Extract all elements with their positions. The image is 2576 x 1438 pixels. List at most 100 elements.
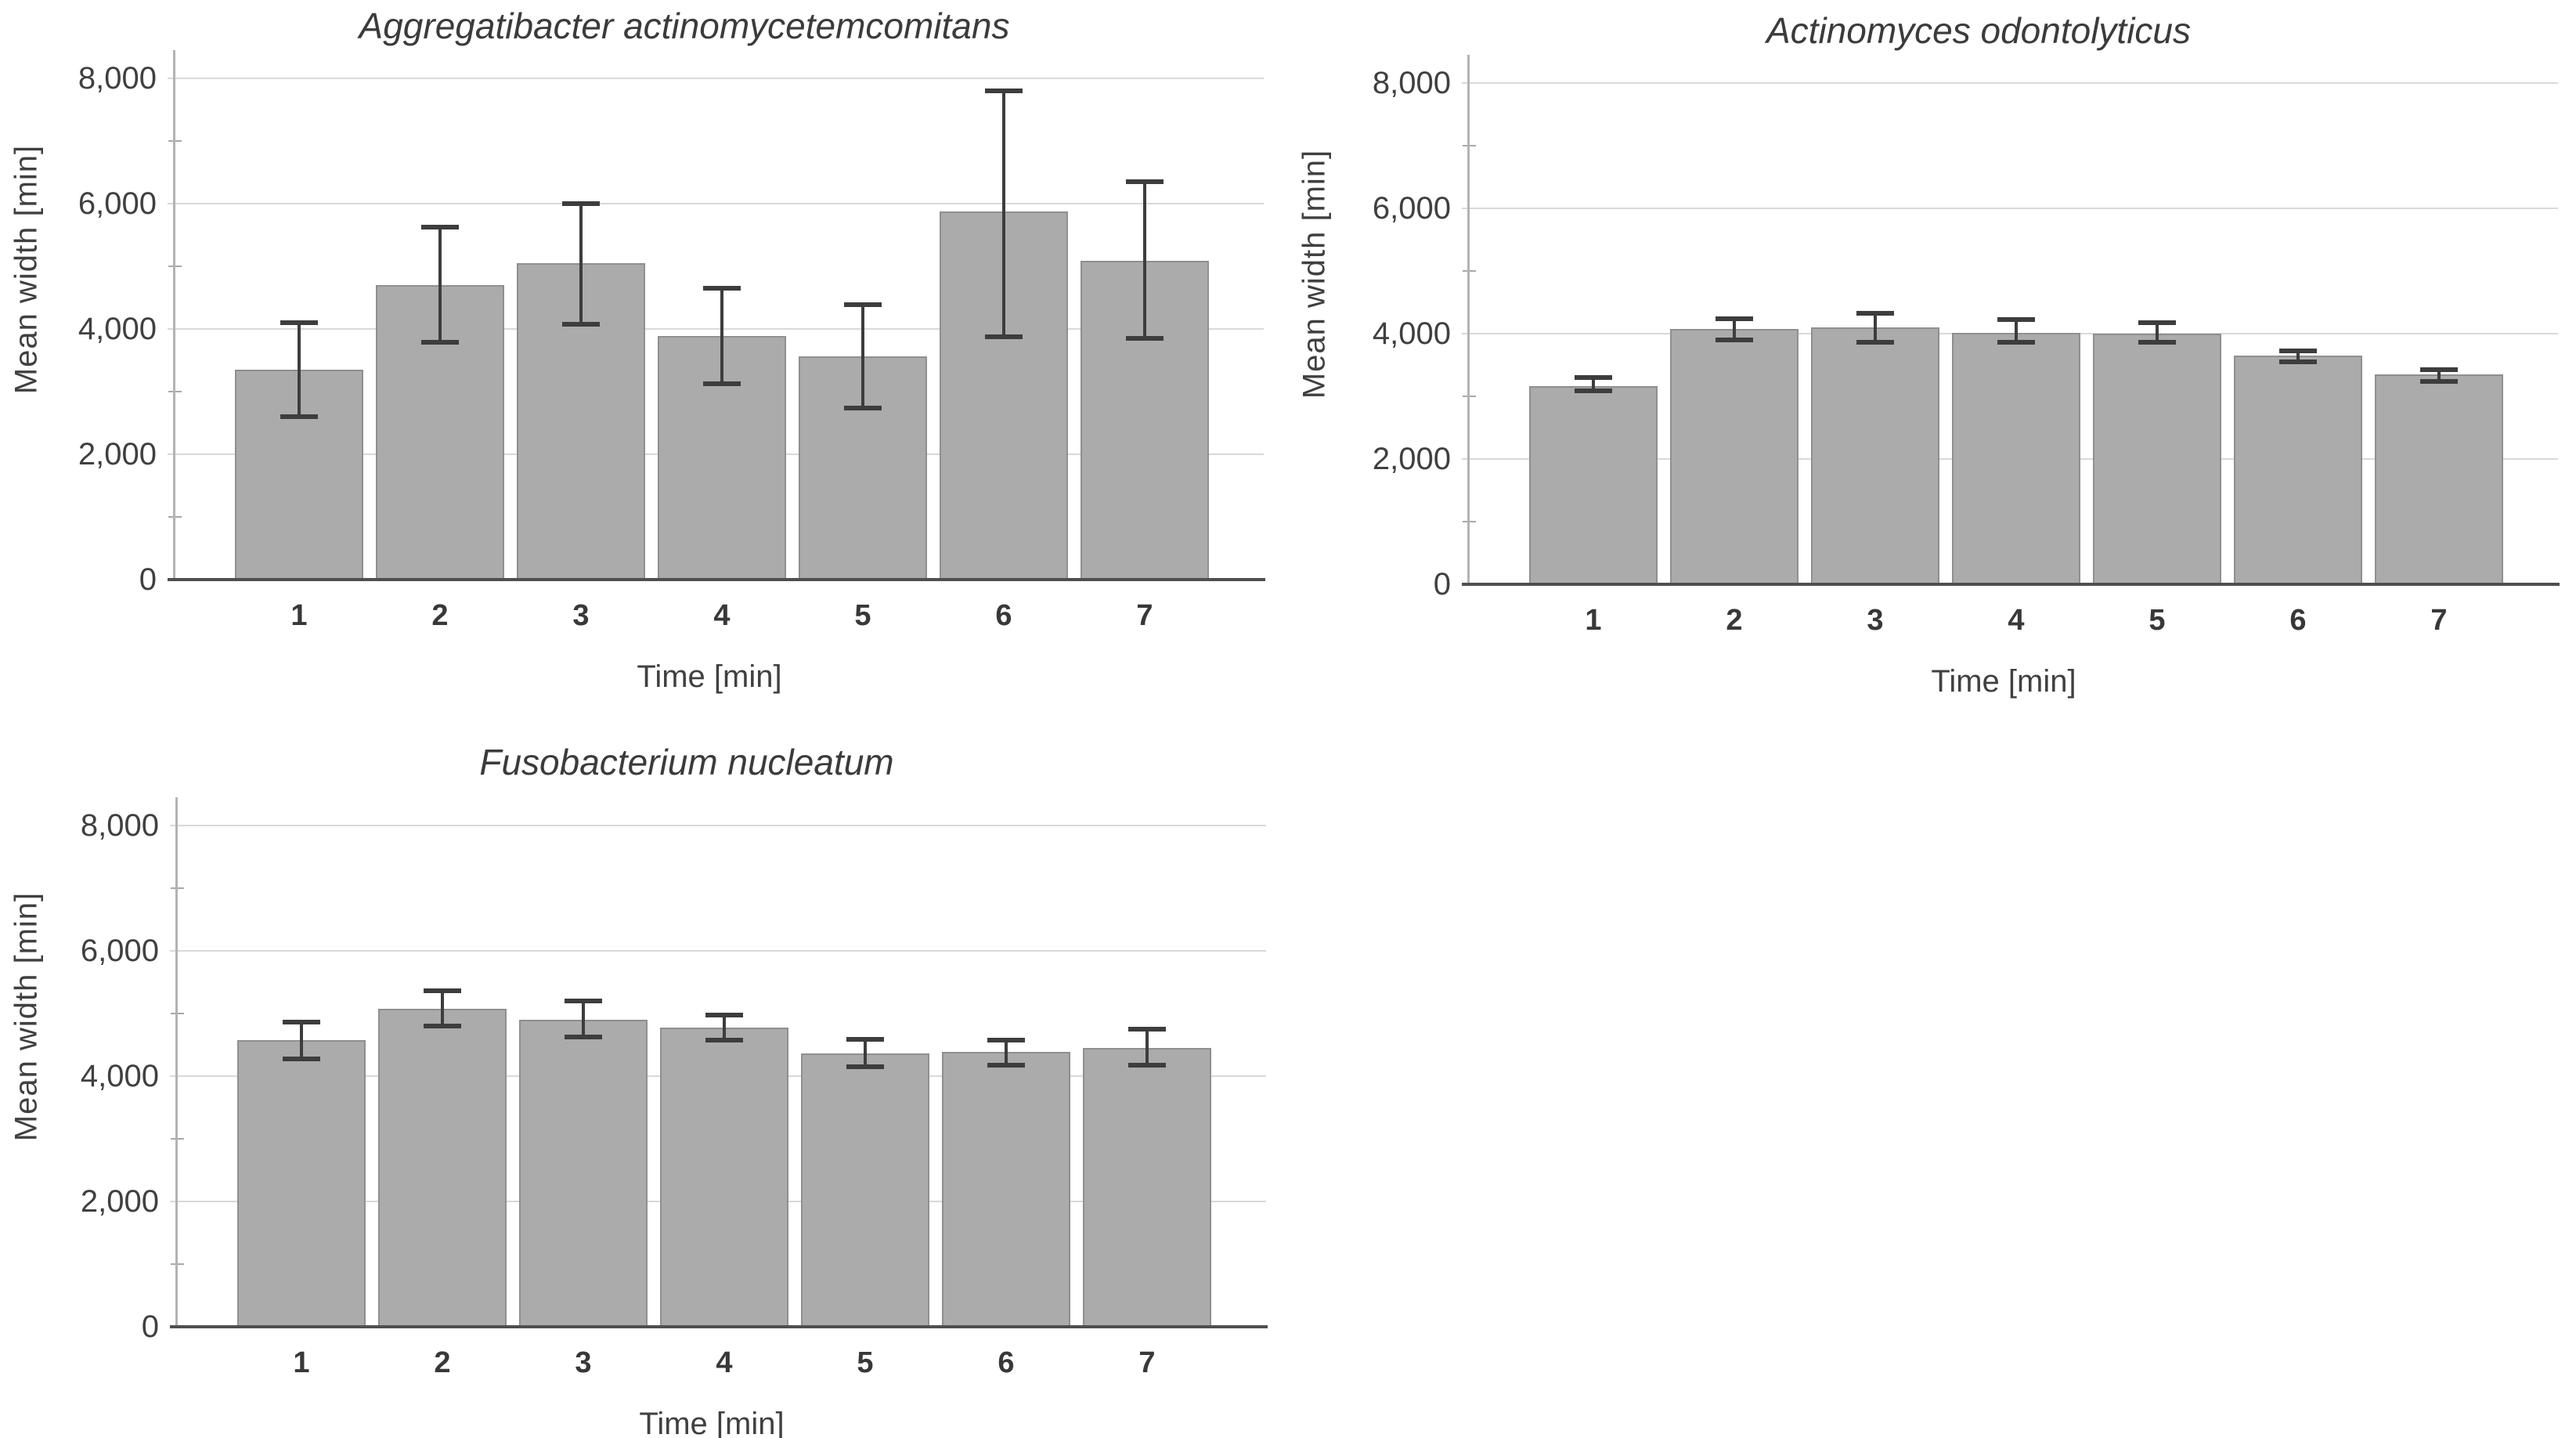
error-bar-cap-bottom: [985, 334, 1023, 339]
x-axis-baseline: [1462, 583, 2560, 586]
error-bar-cap-bottom: [424, 1024, 461, 1028]
error-bar-line: [1143, 182, 1146, 338]
error-bar-cap-top: [1856, 311, 1894, 316]
x-tick-label: 2: [1726, 604, 1743, 637]
x-tick-label: 3: [575, 1346, 592, 1379]
error-bar-cap-bottom: [1575, 388, 1612, 393]
bar: [237, 1040, 366, 1327]
error-bar-cap-top: [1716, 316, 1753, 321]
x-tick-label: 1: [293, 1346, 310, 1379]
error-bar-line: [298, 323, 301, 417]
error-bar-cap-top: [705, 1013, 743, 1017]
x-tick-label: 1: [290, 599, 308, 632]
bar: [801, 1053, 929, 1327]
error-bar-cap-top: [703, 286, 741, 291]
error-bar-cap-bottom: [705, 1038, 743, 1042]
error-bar-line: [1002, 91, 1005, 337]
error-bar-line: [861, 305, 864, 408]
error-bar-cap-bottom: [562, 322, 600, 327]
chart-title: Actinomyces odontolyticus: [1766, 10, 2192, 51]
x-tick-label: 5: [857, 1346, 874, 1379]
chart-title: Fusobacterium nucleatum: [479, 742, 894, 782]
error-bar-cap-bottom: [283, 1057, 320, 1061]
y-axis-line: [173, 50, 175, 580]
error-bar-cap-bottom: [703, 381, 741, 386]
y-tick-label: 6,000: [78, 186, 157, 221]
error-bar-cap-top: [985, 89, 1023, 93]
x-tick-label: 4: [2008, 604, 2025, 637]
x-tick-label: 4: [713, 599, 731, 632]
error-bar-line: [720, 288, 723, 384]
x-tick-label: 3: [572, 599, 590, 632]
error-bar-line: [723, 1015, 726, 1041]
error-bar-cap-bottom: [2420, 379, 2458, 384]
error-bar-cap-top: [987, 1038, 1025, 1042]
error-bar-cap-top: [2279, 349, 2317, 353]
x-tick-label: 6: [995, 599, 1012, 632]
error-bar-cap-top: [565, 999, 602, 1003]
bar: [1083, 1048, 1211, 1327]
error-bar-line: [582, 1001, 585, 1037]
error-bar-cap-top: [424, 988, 461, 993]
y-axis-title: Mean width [min]: [9, 144, 44, 395]
error-bar-line: [1005, 1040, 1008, 1065]
y-tick-label: 8,000: [78, 61, 157, 96]
error-bar-line: [300, 1022, 303, 1058]
error-bar-line: [1874, 313, 1877, 343]
bar: [942, 1052, 1070, 1327]
error-bar-cap-bottom: [421, 340, 459, 345]
y-tick-label: 6,000: [1372, 191, 1451, 226]
x-axis-baseline: [170, 1325, 1268, 1328]
error-bar-cap-top: [1575, 375, 1612, 380]
x-tick-label: 5: [854, 599, 871, 632]
x-tick-label: 2: [431, 599, 449, 632]
error-bar-cap-bottom: [280, 414, 318, 419]
gridline: [1462, 208, 2558, 209]
x-tick-label: 7: [2430, 604, 2448, 637]
error-bar-line: [2156, 323, 2159, 343]
error-bar-line: [441, 991, 444, 1026]
y-tick-label: 4,000: [1372, 316, 1451, 351]
y-tick-label: 0: [139, 562, 157, 597]
x-tick-label: 7: [1136, 599, 1153, 632]
error-bar-cap-top: [283, 1020, 320, 1024]
error-bar-cap-bottom: [1856, 340, 1894, 345]
x-tick-label: 4: [716, 1346, 733, 1379]
x-tick-label: 7: [1138, 1346, 1156, 1379]
x-tick-label: 2: [434, 1346, 451, 1379]
bar: [1529, 386, 1658, 584]
gridline: [168, 328, 1264, 330]
chart-fusobacterium-nucleatum: Fusobacterium nucleatum Mean width [min] 0…: [0, 705, 1288, 1438]
error-bar-cap-bottom: [2279, 360, 2317, 364]
error-bar-cap-top: [2420, 367, 2458, 372]
error-bar-cap-bottom: [1716, 338, 1753, 342]
error-bar-cap-top: [421, 225, 459, 229]
error-bar-line: [1145, 1029, 1149, 1065]
x-tick-label: 6: [998, 1346, 1015, 1379]
error-bar-cap-top: [1997, 317, 2035, 322]
error-bar-line: [864, 1039, 867, 1067]
y-axis-line: [175, 797, 178, 1327]
x-tick-label: 5: [2148, 604, 2166, 637]
error-bar-cap-top: [280, 320, 318, 325]
error-bar-cap-bottom: [846, 1064, 884, 1069]
y-tick-label: 0: [141, 1310, 159, 1344]
error-bar-cap-bottom: [565, 1035, 602, 1039]
y-tick-label: 2,000: [1372, 442, 1451, 476]
y-axis-line: [1467, 55, 1470, 584]
y-tick-label: 8,000: [1372, 66, 1451, 100]
x-tick-label: 3: [1867, 604, 1884, 637]
bar: [1670, 329, 1799, 584]
y-tick-label: 4,000: [78, 312, 157, 346]
x-tick-label: 6: [2289, 604, 2307, 637]
gridline: [170, 825, 1266, 826]
error-bar-line: [2015, 320, 2018, 343]
x-axis-title: Time [min]: [1931, 664, 2076, 699]
bar: [2093, 334, 2221, 584]
x-axis-title: Time [min]: [637, 659, 782, 694]
error-bar-line: [1733, 319, 1736, 340]
error-bar-cap-top: [846, 1037, 884, 1042]
error-bar-cap-bottom: [2138, 340, 2176, 345]
chart-actinomyces-odontolyticus: Actinomyces odontolyticus Mean width [min…: [1288, 0, 2576, 705]
